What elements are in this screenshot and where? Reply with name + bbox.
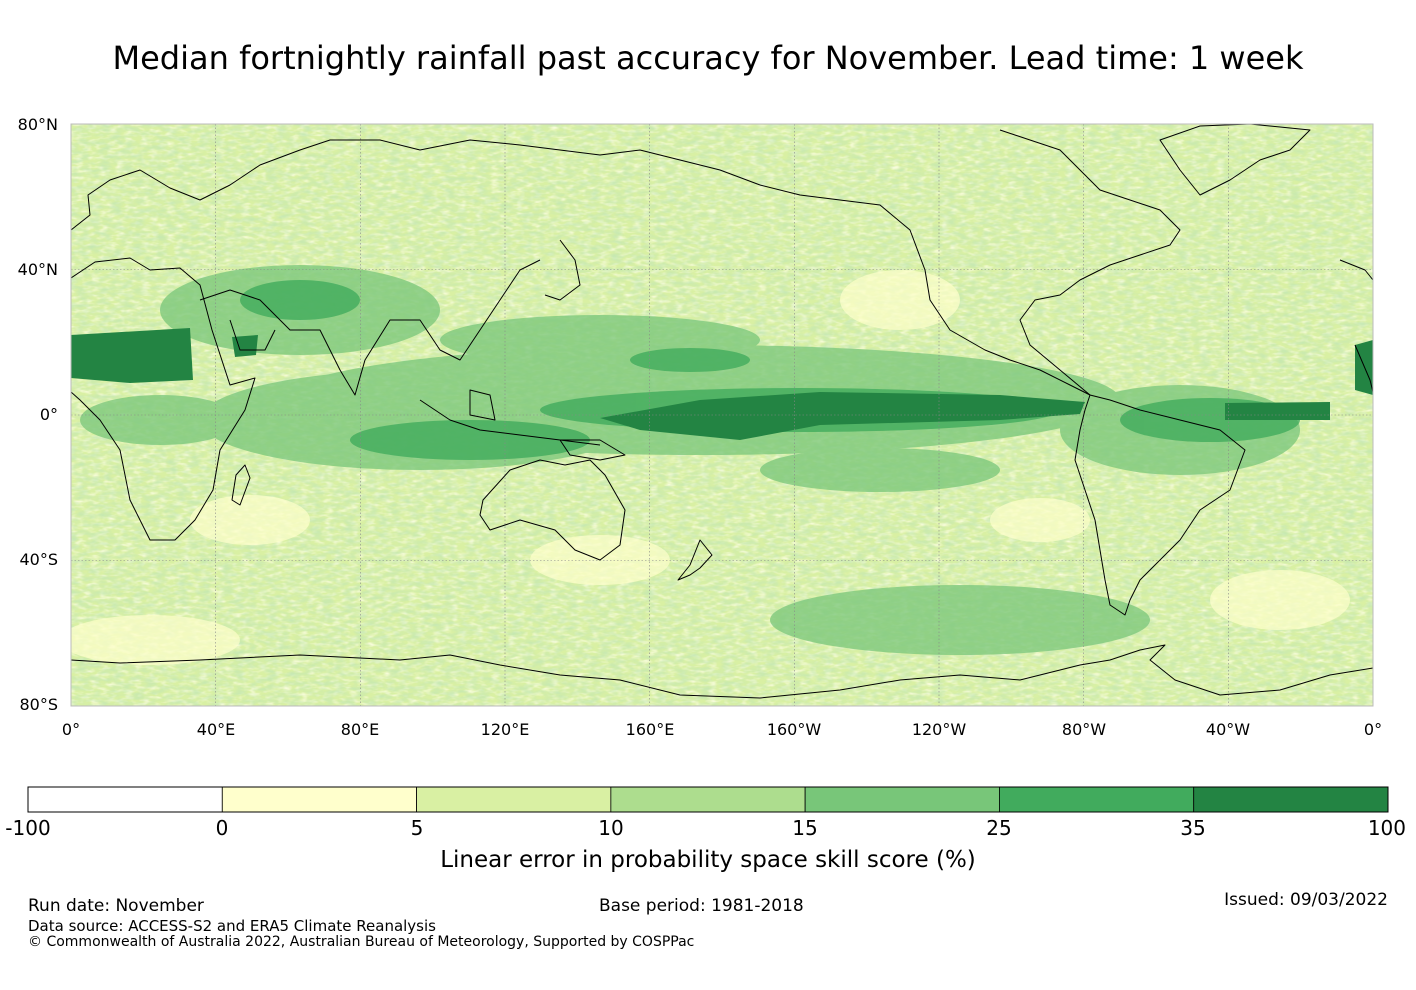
map-frame [70, 123, 1374, 707]
data-source: Data source: ACCESS-S2 and ERA5 Climate … [28, 917, 436, 935]
colorbar-swatch [999, 786, 1195, 813]
lon-label-80w: 80°W [1061, 720, 1107, 739]
colorbar-swatch [221, 786, 417, 813]
lon-label-0-left: 0° [61, 720, 81, 739]
skill-map [70, 123, 1374, 707]
copyright: © Commonwealth of Australia 2022, Austra… [28, 934, 695, 950]
lon-label-80e: 80°E [340, 720, 380, 739]
lat-label-80s: 80°S [19, 695, 58, 714]
colorbar-label: Linear error in probability space skill … [440, 847, 976, 873]
colorbar-tick-15: 15 [792, 816, 818, 840]
coastlines [71, 124, 1373, 699]
colorbar-tick-0: 0 [215, 816, 229, 840]
chart-title: Median fortnightly rainfall past accurac… [112, 39, 1304, 77]
lat-label-80n: 80°N [17, 115, 58, 134]
colorbar-tick-25: 25 [986, 816, 1012, 840]
issued-date: Issued: 09/03/2022 [1224, 890, 1388, 910]
run-date: Run date: November [28, 896, 204, 916]
colorbar-swatches [27, 786, 1389, 813]
colorbar-swatch [610, 786, 806, 813]
colorbar-swatch [1193, 786, 1389, 813]
colorbar-swatch [27, 786, 223, 813]
lat-label-40s: 40°S [19, 550, 58, 569]
colorbar-swatch [804, 786, 1000, 813]
lon-label-160w: 160°W [766, 720, 822, 739]
colorbar-frame [27, 786, 1389, 813]
colorbar-tick-neg100: -100 [5, 816, 51, 840]
lon-label-40e: 40°E [196, 720, 236, 739]
lon-label-120e: 120°E [480, 720, 530, 739]
colorbar-tick-5: 5 [410, 816, 424, 840]
base-period: Base period: 1981-2018 [599, 896, 804, 916]
lat-label-40n: 40°N [17, 260, 58, 279]
lon-label-0-right: 0° [1363, 720, 1383, 739]
lon-label-160e: 160°E [625, 720, 675, 739]
highest-skill-regions [71, 328, 1373, 440]
lat-label-0: 0° [39, 405, 58, 424]
colorbar-swatch [416, 786, 612, 813]
lon-label-40w: 40°W [1205, 720, 1251, 739]
colorbar-tick-35: 35 [1180, 816, 1206, 840]
skill-field [71, 124, 1373, 706]
colorbar-tick-100: 100 [1367, 816, 1406, 840]
colorbar-tick-10: 10 [598, 816, 624, 840]
lon-label-120w: 120°W [911, 720, 967, 739]
